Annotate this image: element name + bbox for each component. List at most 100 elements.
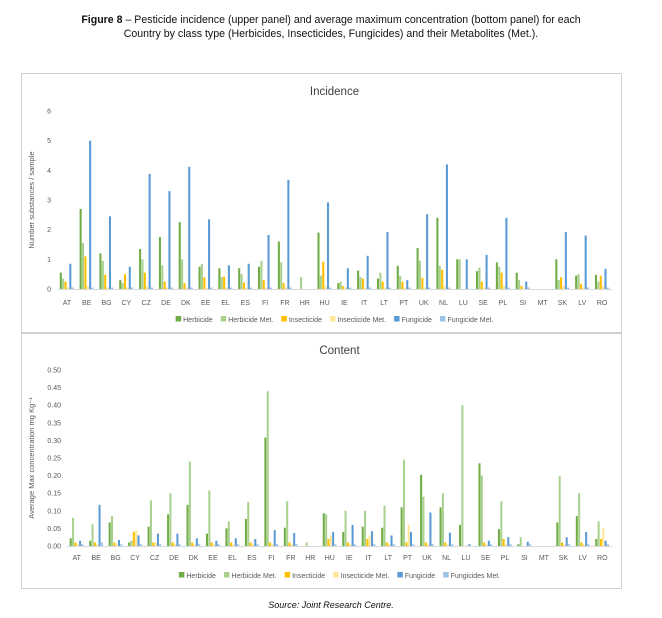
content-bar-HU-4 — [332, 531, 335, 546]
incidence-x-tick-NL: NL — [439, 300, 448, 307]
content-bar-DE-0 — [167, 514, 170, 546]
incidence-bar-IE-0 — [337, 283, 340, 289]
content-bar-BE-3 — [96, 544, 99, 546]
incidence-bar-PT-2 — [401, 281, 404, 289]
content-bar-HU-5 — [334, 544, 337, 546]
incidence-bar-LT-0 — [376, 278, 379, 289]
incidence-bar-DK-0 — [178, 222, 181, 289]
content-bar-DE-2 — [171, 542, 174, 546]
content-bar-LT-3 — [388, 544, 391, 546]
content-bar-PL-3 — [504, 544, 507, 546]
incidence-bar-EL-0 — [218, 268, 221, 289]
content-x-tick-LT: LT — [384, 555, 392, 562]
incidence-bar-PL-2 — [500, 272, 503, 289]
incidence-bar-CY-1 — [121, 283, 124, 289]
incidence-bar-PT-0 — [396, 265, 399, 289]
incidence-bar-SK-5 — [567, 287, 570, 289]
incidence-bar-CZ-5 — [150, 287, 154, 289]
incidence-x-tick-ES: ES — [241, 300, 251, 307]
content-bar-CY-3 — [135, 530, 138, 546]
incidence-bar-PL-4 — [505, 217, 508, 289]
incidence-y-tick-4: 4 — [47, 168, 51, 175]
content-bar-DE-4 — [176, 533, 179, 546]
incidence-bar-PL-5 — [507, 287, 510, 289]
incidence-bar-LV-2 — [579, 283, 582, 289]
incidence-x-tick-IT: IT — [361, 300, 368, 307]
incidence-bar-DE-3 — [166, 287, 169, 289]
content-bar-CZ-1 — [149, 500, 152, 546]
incidence-bar-EL-3 — [225, 287, 228, 289]
content-x-tick-DE: DE — [169, 555, 179, 562]
incidence-bar-FR-4 — [287, 179, 290, 289]
content-bar-ES-5 — [256, 544, 259, 546]
incidence-bar-BG-2 — [104, 274, 107, 289]
incidence-bar-DK-4 — [188, 166, 191, 289]
content-bar-EE-3 — [212, 544, 216, 546]
content-bar-UK-1 — [422, 496, 425, 546]
content-bar-LT-1 — [383, 505, 386, 546]
content-bar-SI-4 — [526, 541, 529, 546]
content-bar-CY-5 — [139, 544, 142, 546]
content-bar-HU-2 — [327, 538, 330, 546]
content-bar-EE-2 — [210, 542, 213, 546]
content-bar-PL-1 — [500, 501, 503, 546]
incidence-bar-ES-3 — [245, 287, 248, 289]
incidence-x-tick-BG: BG — [101, 300, 111, 307]
content-bar-UK-5 — [431, 544, 434, 546]
content-bar-LV-4 — [585, 531, 588, 546]
content-bar-EL-3 — [232, 544, 235, 546]
content-legend-swatch-5 — [443, 572, 449, 578]
content-bar-EL-2 — [230, 542, 233, 546]
content-bar-RO-2 — [599, 538, 602, 546]
content-bar-RO-3 — [602, 528, 605, 546]
content-bar-HU-3 — [329, 535, 332, 546]
incidence-y-axis-label: Number substances / sample — [27, 151, 36, 248]
content-title: Content — [319, 345, 360, 357]
incidence-bar-SE-1 — [478, 267, 481, 289]
incidence-x-tick-UK: UK — [419, 300, 429, 307]
figure-label: Figure 8 — [81, 14, 123, 26]
incidence-bar-FR-3 — [284, 287, 288, 289]
incidence-y-tick-1: 1 — [47, 257, 51, 264]
content-y-tick-6: 0.30 — [47, 438, 61, 445]
incidence-bar-BE-2 — [84, 256, 87, 289]
content-bar-IE-2 — [346, 542, 349, 546]
incidence-x-tick-PL: PL — [499, 300, 508, 307]
incidence-bar-PT-3 — [403, 287, 406, 289]
incidence-bar-EE-4 — [208, 219, 211, 289]
content-bar-IE-0 — [342, 531, 345, 546]
content-y-tick-8: 0.40 — [47, 403, 61, 410]
incidence-x-tick-LU: LU — [459, 300, 468, 307]
source-note: Source: Joint Research Centre. — [268, 600, 394, 610]
incidence-bar-ES-5 — [250, 287, 253, 289]
incidence-bar-SI-2 — [520, 286, 523, 289]
content-x-tick-BE: BE — [92, 555, 102, 562]
incidence-bar-IE-3 — [344, 287, 347, 289]
content-x-tick-EE: EE — [208, 555, 218, 562]
incidence-bar-SI-5 — [527, 287, 530, 289]
content-bar-IT-1 — [364, 510, 367, 546]
incidence-bar-CY-4 — [128, 266, 131, 289]
content-x-tick-ES: ES — [247, 555, 257, 562]
incidence-bar-BG-5 — [111, 287, 114, 289]
incidence-legend-swatch-0 — [175, 316, 182, 322]
content-bar-UK-3 — [427, 544, 430, 546]
incidence-bar-LU-1 — [458, 259, 461, 289]
content-y-tick-5: 0.25 — [47, 456, 61, 463]
incidence-bar-PT-4 — [406, 280, 409, 289]
content-bar-PL-2 — [502, 538, 505, 546]
content-bar-EE-0 — [205, 533, 209, 546]
incidence-x-tick-IE: IE — [341, 300, 348, 307]
content-bar-EL-0 — [225, 528, 228, 546]
content-bar-IE-5 — [353, 544, 356, 546]
content-bar-EE-5 — [217, 544, 220, 546]
incidence-bar-CZ-4 — [148, 173, 151, 289]
incidence-bar-HU-4 — [326, 202, 330, 289]
incidence-bar-NL-3 — [443, 286, 446, 289]
incidence-bar-EL-5 — [230, 287, 233, 289]
content-x-tick-NL: NL — [442, 555, 451, 562]
content-bar-FR-3 — [290, 544, 293, 546]
content-bar-AT-0 — [69, 538, 72, 546]
content-legend-swatch-2 — [284, 572, 291, 578]
content-legend-item-2: Insecticide — [292, 573, 325, 580]
